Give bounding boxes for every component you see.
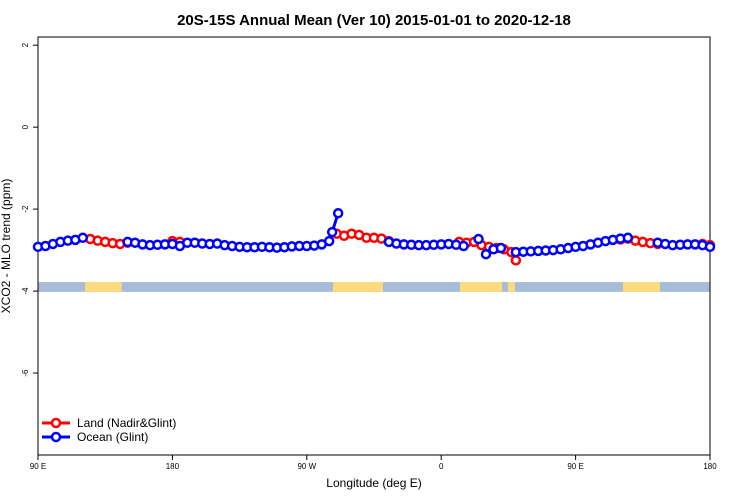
land-strip (85, 282, 122, 292)
land-strip (460, 282, 502, 292)
x-tick-label: 90 E (567, 462, 583, 471)
legend-label: Land (Nadir&Glint) (77, 416, 176, 430)
data-point (704, 241, 716, 253)
x-tick-label: 180 (703, 462, 717, 471)
y-tick-label: -6 (21, 369, 30, 377)
data-point (326, 226, 338, 238)
x-tick-label: 180 (166, 462, 180, 471)
data-point (473, 233, 484, 245)
land-strip (622, 282, 660, 292)
legend-marker (50, 417, 62, 429)
data-point (323, 235, 335, 247)
legend-marker (50, 431, 62, 443)
y-tick-label: 0 (21, 124, 30, 129)
data-point (458, 240, 469, 252)
data-point (480, 248, 492, 260)
land-strip (332, 282, 383, 292)
data-point (332, 207, 344, 219)
land-strip (507, 282, 515, 292)
chart-title: 20S-15S Annual Mean (Ver 10) 2015-01-01 … (177, 12, 571, 29)
data-point (510, 255, 522, 266)
x-tick-label: 90 E (30, 462, 46, 471)
x-tick-label: 90 W (297, 462, 316, 471)
legend-label: Ocean (Glint) (77, 430, 148, 444)
y-tick-label: -2 (21, 205, 30, 213)
y-axis-label: XCO2 - MLO trend (ppm) (0, 179, 13, 314)
y-tick-label: 2 (21, 42, 30, 47)
y-tick-label: -4 (21, 287, 30, 295)
data-point (495, 242, 507, 254)
x-tick-label: 0 (439, 462, 444, 471)
data-point (77, 232, 89, 244)
data-point (622, 232, 634, 244)
x-axis-label: Longitude (deg E) (326, 476, 421, 490)
